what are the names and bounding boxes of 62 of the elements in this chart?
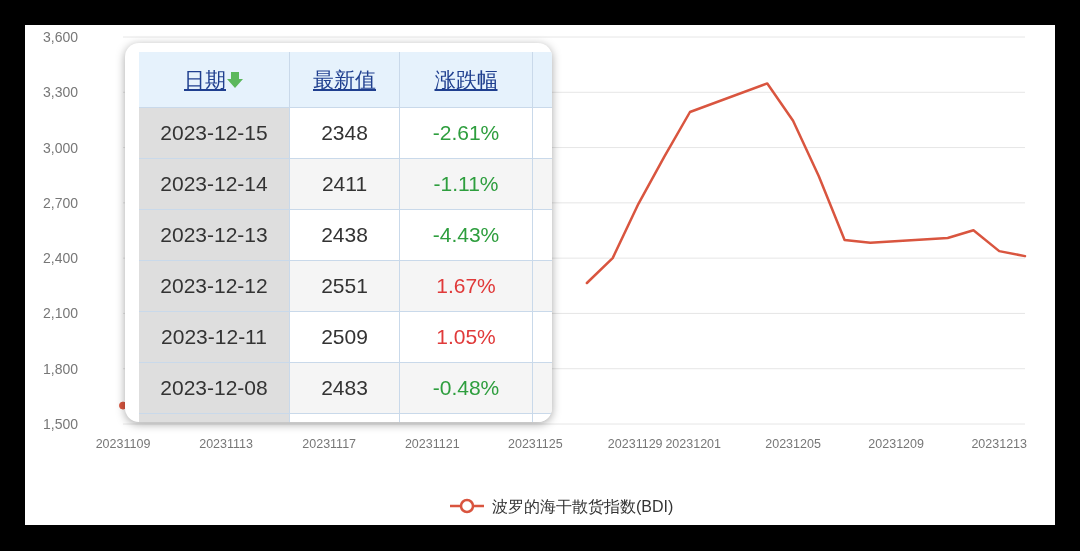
table-cell-r6-c1: 2483 [290, 363, 400, 414]
table-cell-r3-c1: 2438 [290, 210, 400, 261]
annotation: 2023-12-13 [160, 223, 268, 247]
y-tick-label: 3,000 [42, 139, 79, 156]
annotation: 最新值 [313, 66, 376, 93]
annotation: -0.48% [432, 376, 500, 400]
table-cell-r4-c2: 1.67% [400, 261, 533, 312]
table-cell-r2-c2: -1.11% [400, 159, 533, 210]
table-cell-r0-c1: 最新值 [290, 52, 400, 108]
table-cell-r5-c0: 2023-12-11 [139, 312, 290, 363]
table-cell-r2-c0: 2023-12-14 [139, 159, 290, 210]
table-cell-r4-c0: 2023-12-12 [139, 261, 290, 312]
table-cell-r6-c0: 2023-12-08 [139, 363, 290, 414]
table-cell-r1-c0: 2023-12-15 [139, 108, 290, 159]
table-cell-r1-c2: -2.61% [400, 108, 533, 159]
table-cell-r4-c1: 2551 [290, 261, 400, 312]
y-tick-label: 1,800 [42, 360, 79, 377]
annotation: -1.11% [433, 172, 499, 196]
annotation: 2023-12-15 [160, 121, 268, 145]
y-tick-label: 3,600 [42, 29, 79, 45]
annotation: 2509 [321, 325, 368, 349]
annotation: 1.67% [436, 274, 496, 298]
annotation: 2438 [321, 223, 368, 247]
x-tick-label: 20231109 [95, 437, 151, 451]
y-tick-label: 3,300 [42, 84, 79, 101]
table-cell-r6-c2: -0.48% [400, 363, 533, 414]
annotation: 2483 [321, 376, 368, 400]
annotation: 涨跌幅 [434, 66, 498, 93]
x-tick-label: 20231201 [665, 437, 722, 451]
table-cell-r3-c0: 2023-12-13 [139, 210, 290, 261]
annotation: -4.43% [432, 223, 500, 247]
table-cell-r0-c2: 涨跌幅 [400, 52, 533, 108]
x-tick-label: 20231117 [302, 437, 357, 451]
x-tick-label: 20231209 [868, 437, 924, 451]
annotation: -2.61% [432, 121, 500, 145]
y-tick-label: 2,700 [42, 194, 79, 211]
annotation: 2023-12-08 [160, 376, 268, 400]
x-tick-label: 20231213 [971, 437, 1028, 451]
annotation: 2411 [321, 172, 368, 196]
x-tick-label: 20231125 [508, 437, 563, 451]
x-tick-label: 20231121 [404, 437, 460, 451]
x-tick-label: 20231205 [765, 437, 821, 451]
annotation: 1.05% [436, 325, 496, 349]
annotation: 2023-12-14 [160, 172, 268, 196]
annotation: 2023-12-12 [160, 274, 268, 298]
table-cell-r3-c2: -4.43% [400, 210, 533, 261]
table-cell-r5-c1: 2509 [290, 312, 400, 363]
legend-label: 波罗的海干散货指数(BDI) [492, 498, 674, 515]
table-cell-r1-c1: 2348 [290, 108, 400, 159]
x-tick-label: 20231113 [199, 437, 254, 451]
table-cell-r2-c1: 2411 [290, 159, 400, 210]
table-cell-r5-c2: 1.05% [400, 312, 533, 363]
annotation: 2551 [321, 274, 368, 298]
legend: 波罗的海干散货指数(BDI) [450, 498, 674, 515]
table-cell-r0-c0: 日期 [139, 52, 290, 108]
annotation: 日期 [184, 66, 226, 93]
y-tick-label: 1,500 [42, 416, 79, 432]
annotation: 2348 [321, 121, 368, 145]
y-tick-label: 2,100 [42, 305, 79, 322]
x-tick-label: 20231129 [607, 437, 663, 451]
annotation: 2023-12-11 [161, 325, 267, 349]
y-tick-label: 2,400 [42, 250, 79, 267]
